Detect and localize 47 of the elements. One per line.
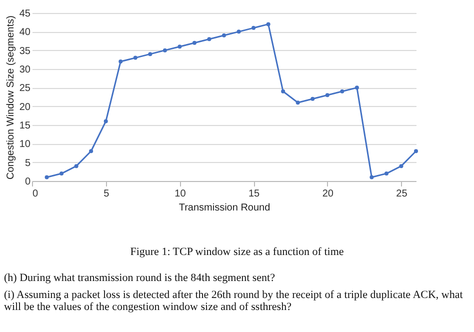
point	[44, 175, 49, 180]
point	[148, 52, 152, 56]
point	[252, 26, 256, 30]
y-axis-title: Congestion Window Size (segments)	[5, 16, 16, 180]
text: (i) Assuming a packet loss is detected after the 26th round by the receipt of a triple duplicate ACK, what will be the values of the congestion window size and of ssthresh?	[4, 289, 464, 313]
y-tick-label: 45	[19, 8, 31, 20]
point	[104, 119, 108, 124]
point	[222, 33, 226, 38]
y-tick-label: 20	[19, 102, 31, 113]
point	[370, 175, 374, 180]
y-tick-label: 40	[19, 27, 31, 38]
y-tick-label: 5	[24, 158, 31, 169]
point	[340, 89, 344, 94]
point	[178, 44, 182, 49]
point	[207, 37, 212, 42]
y-tick-label: 35	[19, 46, 31, 57]
x-tick-label: 20	[322, 188, 334, 200]
point	[281, 89, 286, 94]
y-tick-label: 30	[19, 64, 31, 76]
y-tick-label: 0	[24, 176, 31, 188]
x-tick-label: 5	[104, 188, 110, 200]
point	[414, 149, 418, 154]
point	[384, 172, 388, 176]
point	[89, 149, 94, 154]
x-tick-label: 10	[174, 188, 186, 200]
point	[133, 56, 138, 60]
caption: Figure 1: TCP window size as a function of time	[129, 246, 345, 258]
x-axis-title: Transmission Round	[178, 202, 270, 214]
point	[266, 22, 270, 26]
point	[118, 60, 123, 64]
point	[399, 164, 404, 168]
point	[354, 86, 359, 90]
point	[74, 164, 78, 168]
point	[162, 48, 167, 52]
point	[296, 100, 300, 105]
point	[60, 172, 64, 176]
x-tick-label: 0	[32, 188, 38, 200]
y-tick-label: 10	[19, 139, 31, 150]
x-tick-label: 15	[248, 188, 260, 200]
point	[310, 96, 315, 101]
y-tick-label: 25	[19, 83, 31, 94]
point	[192, 40, 196, 45]
text: (h) During what transmission round is the 84th segment sent?	[4, 272, 276, 284]
x-tick-label: 25	[396, 188, 408, 200]
point	[325, 93, 330, 98]
y-tick-label: 15	[19, 120, 31, 132]
point	[236, 30, 241, 34]
